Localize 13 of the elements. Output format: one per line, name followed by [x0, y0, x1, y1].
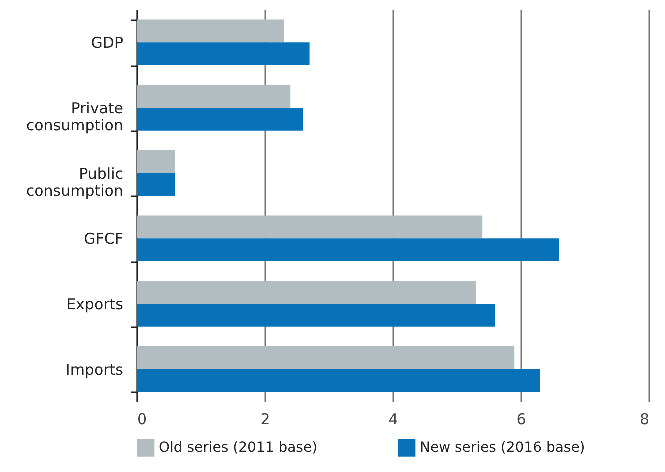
x-tick-label: 6	[516, 410, 526, 428]
x-tick-label: 4	[388, 410, 398, 428]
y-tick-label: Private consumption	[26, 100, 124, 134]
y-tick-label: Public consumption	[26, 164, 124, 200]
legend-label: New series (2016 base)	[420, 440, 586, 456]
y-tick-label: GFCF	[84, 230, 124, 248]
y-tick-label: Imports	[66, 360, 124, 379]
x-tick-label: 8	[640, 410, 650, 428]
x-tick-label: 2	[260, 410, 270, 428]
y-tick-label: Exports	[66, 296, 124, 314]
legend-label: Old series (2011 base)	[159, 440, 318, 456]
x-tick-label: 0	[138, 410, 148, 428]
y-tick-label: GDP	[91, 34, 124, 52]
